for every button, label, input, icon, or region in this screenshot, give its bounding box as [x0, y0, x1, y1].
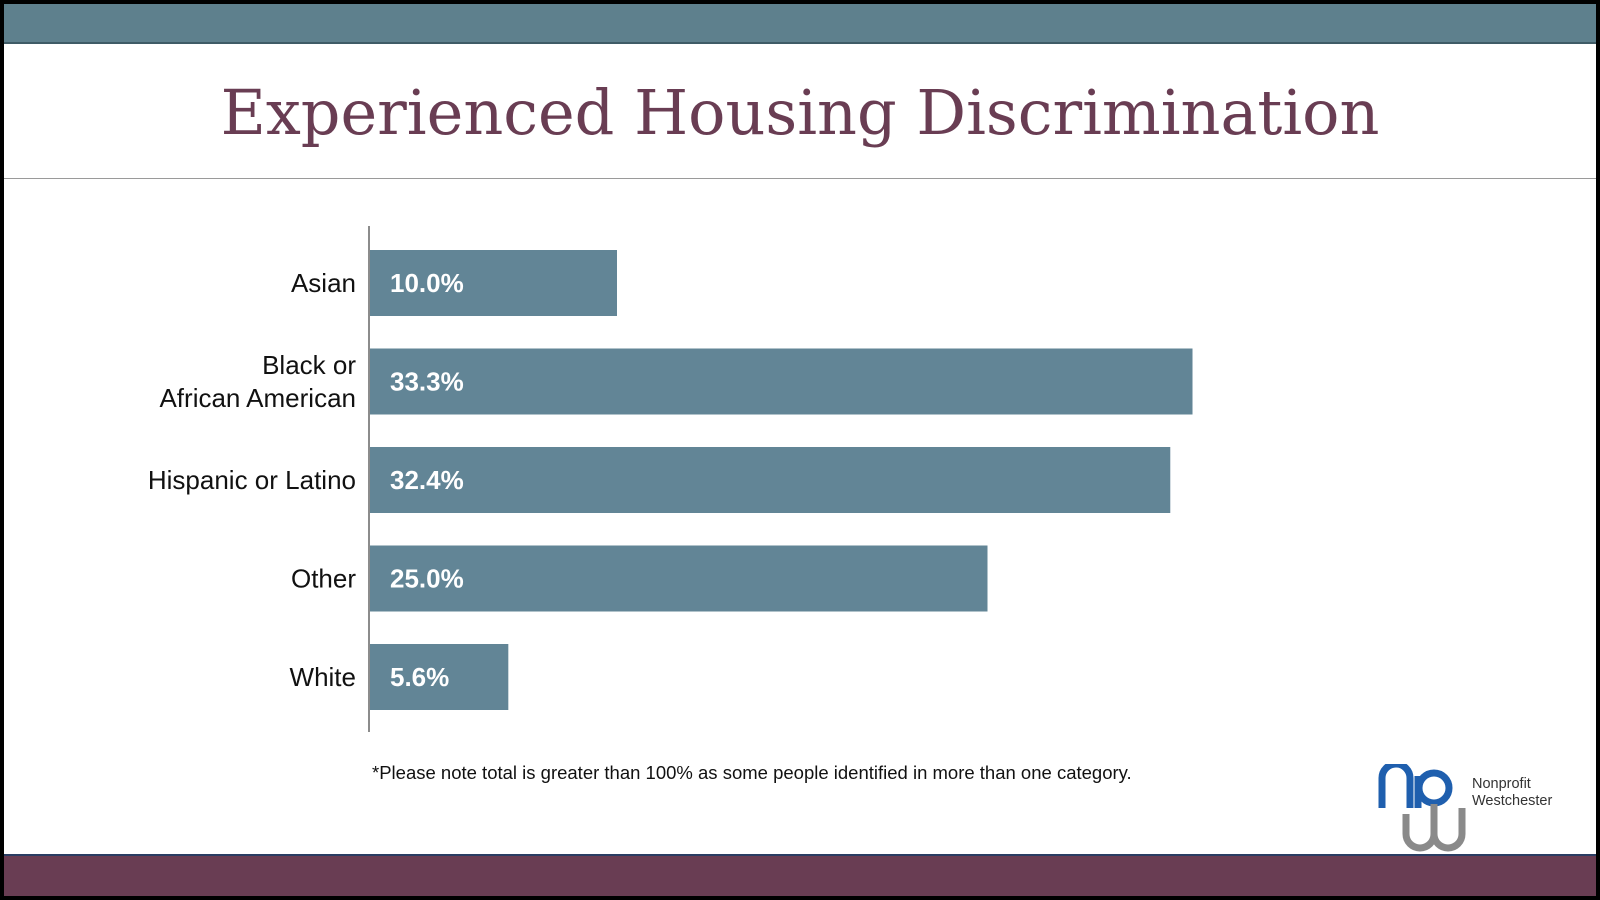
- bar: [370, 447, 1171, 513]
- slide: Experienced Housing Discrimination 10.0%…: [4, 4, 1596, 896]
- top-band: [4, 4, 1596, 44]
- bar: [370, 250, 617, 316]
- logo-text: Nonprofit Westchester: [1472, 776, 1552, 810]
- category-label: Asian: [291, 268, 356, 298]
- bar: [370, 644, 509, 710]
- category-label: Other: [291, 564, 356, 594]
- bar: [370, 348, 1193, 415]
- footnote: *Please note total is greater than 100% …: [372, 762, 1132, 783]
- npw-logo: Nonprofit Westchester: [1376, 760, 1576, 854]
- category-label: African American: [159, 383, 356, 413]
- page-title: Experienced Housing Discrimination: [220, 75, 1380, 149]
- bar: [370, 545, 988, 612]
- logo-line-1: Nonprofit: [1472, 776, 1531, 792]
- logo-line-2: Westchester: [1472, 793, 1553, 809]
- title-divider: [4, 178, 1596, 179]
- category-label: Hispanic or Latino: [148, 465, 356, 495]
- category-label: White: [290, 662, 356, 692]
- data-label: 32.4%: [390, 465, 464, 495]
- bottom-band: [4, 854, 1596, 896]
- npw-logo-mark: [1378, 760, 1466, 852]
- title-area: Experienced Housing Discrimination: [4, 44, 1596, 180]
- data-label: 25.0%: [390, 564, 464, 594]
- data-label: 10.0%: [390, 268, 464, 298]
- data-label: 33.3%: [390, 367, 464, 397]
- data-label: 5.6%: [390, 662, 449, 692]
- category-label: Black or: [262, 350, 356, 380]
